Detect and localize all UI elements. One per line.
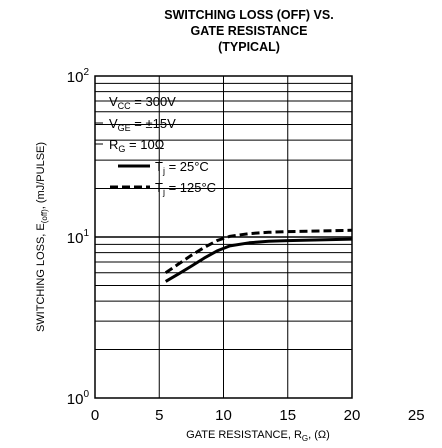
y-axis-label-main: SWITCHING LOSS, E: [35, 223, 47, 332]
legend-entry-tj-125: Tj = 125°C: [110, 180, 216, 197]
series-line-tj-125: [164, 228, 353, 274]
title-line-1: SWITCHING LOSS (OFF) VS.: [164, 8, 333, 22]
x-axis-label-sub: G: [302, 434, 308, 443]
y-tick-label-10e0: 100: [67, 389, 90, 408]
x-axis-label-tail: , (Ω): [308, 429, 330, 441]
svg-text:GATE RESISTANCE, RG, (Ω): GATE RESISTANCE, RG, (Ω): [186, 429, 330, 443]
x-tick-label-5: 5: [155, 407, 163, 424]
legend-condition-vge: VGE = ±15V: [95, 116, 176, 133]
y-tick-label-10e1: 101: [67, 228, 90, 247]
plot-frame: [94, 75, 353, 399]
title-line-2: GATE RESISTANCE: [191, 24, 308, 38]
svg-text:RG = 10Ω: RG = 10Ω: [109, 137, 165, 154]
svg-text:SWITCHING LOSS, E(off), (mJ/PU: SWITCHING LOSS, E(off), (mJ/PULSE): [35, 142, 49, 332]
y-axis-label-tail: , (mJ/PULSE): [35, 142, 47, 209]
legend-entry-tj-25: Tj = 25°C: [118, 159, 209, 176]
y-tick-label-10e2: 102: [67, 67, 90, 86]
y-axis-label: SWITCHING LOSS, E(off), (mJ/PULSE): [35, 142, 49, 332]
x-tick-label-15: 15: [279, 407, 296, 424]
legend-condition-rg: RG = 10Ω: [95, 137, 165, 154]
grid: [95, 76, 352, 398]
legend-condition-vcc: VCC = 300V: [95, 94, 176, 111]
x-axis-label-main: GATE RESISTANCE, R: [186, 429, 302, 441]
x-tick-label-20: 20: [344, 407, 361, 424]
tick-labels: 0 5 10 15 20 25 100 101 102: [67, 67, 425, 424]
x-tick-label-25: 25: [408, 407, 425, 424]
svg-text:Tj = 25°C: Tj = 25°C: [155, 159, 209, 176]
svg-text:VGE = ±15V: VGE = ±15V: [109, 116, 176, 133]
x-tick-label-0: 0: [91, 407, 99, 424]
legend: VCC = 300V VGE = ±15V RG = 10Ω Tj = 25°C…: [95, 94, 216, 197]
series-lines: [164, 228, 353, 283]
svg-text:Tj = 125°C: Tj = 125°C: [155, 180, 216, 197]
title-line-3: (TYPICAL): [218, 40, 280, 54]
chart-title: SWITCHING LOSS (OFF) VS. GATE RESISTANCE…: [164, 8, 333, 54]
x-axis-label: GATE RESISTANCE, RG, (Ω): [186, 429, 330, 443]
series-line-tj-25: [164, 237, 353, 283]
svg-text:VCC = 300V: VCC = 300V: [109, 94, 176, 111]
x-tick-label-10: 10: [215, 407, 232, 424]
y-axis-label-sub: (off): [40, 209, 49, 223]
